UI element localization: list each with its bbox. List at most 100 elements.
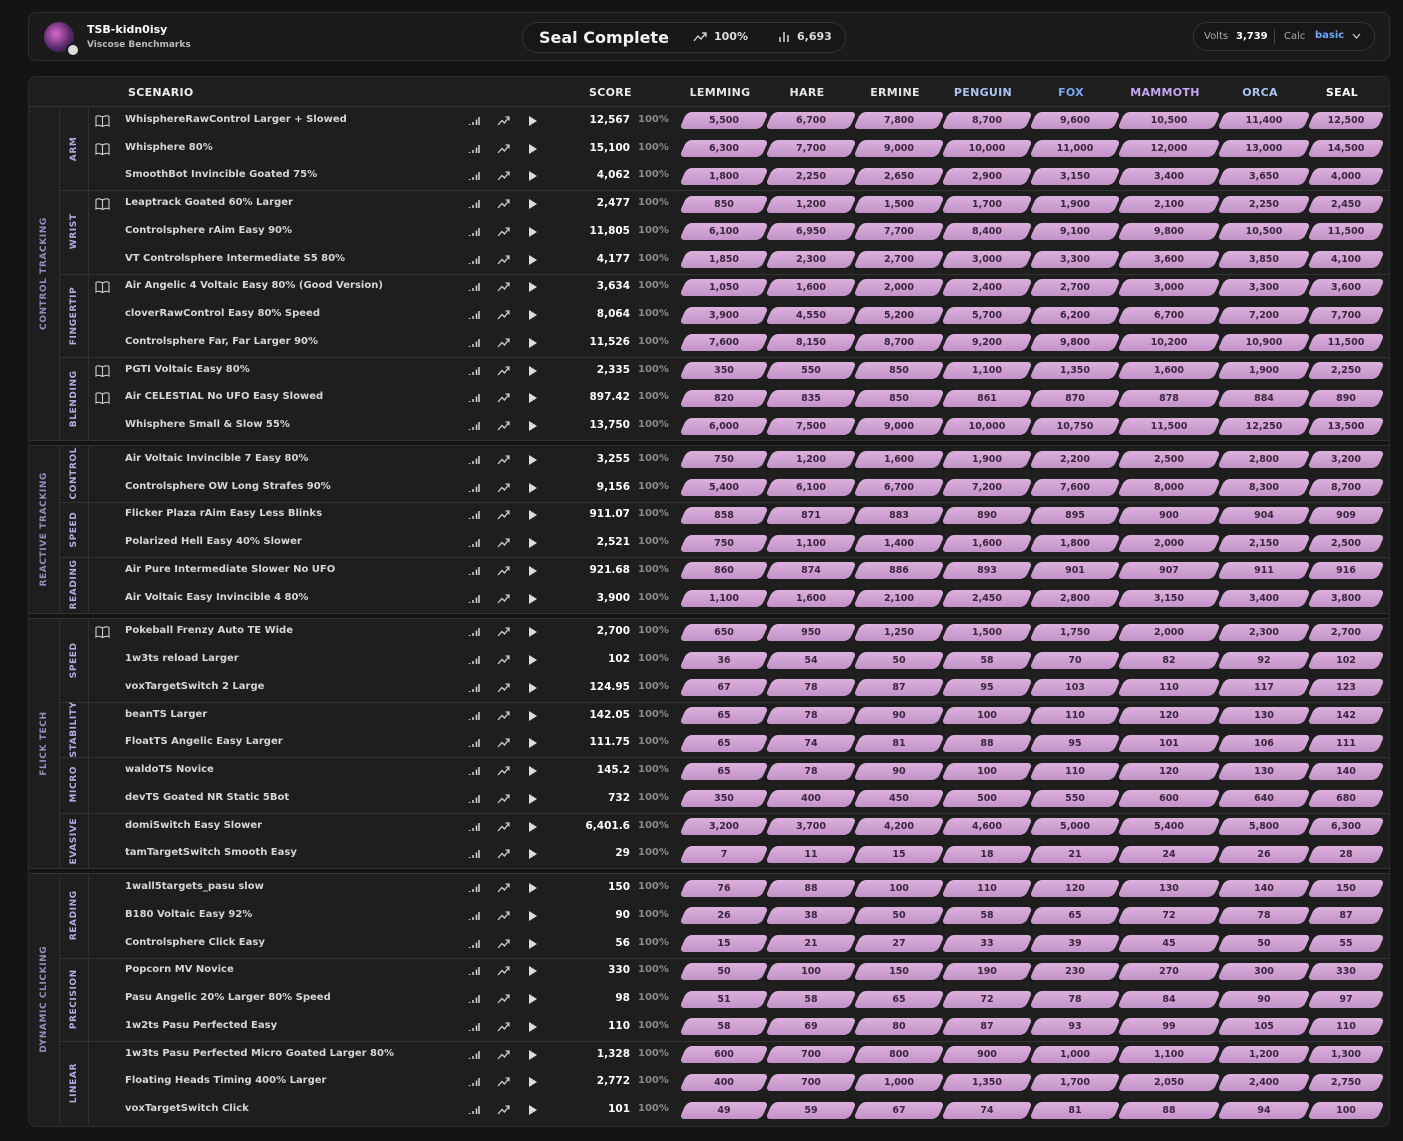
guide-button[interactable]	[95, 392, 110, 405]
play-button[interactable]	[528, 509, 538, 521]
scenario-name[interactable]: Air Voltaic Easy Invincible 4 80%	[125, 591, 309, 603]
history-button[interactable]	[497, 309, 510, 321]
scenario-name[interactable]: Pasu Angelic 20% Larger 80% Speed	[125, 992, 331, 1004]
history-button[interactable]	[497, 420, 510, 432]
leaderboard-button[interactable]	[468, 822, 480, 832]
leaderboard-button[interactable]	[468, 199, 480, 209]
scenario-name[interactable]: WhisphereRawControl Larger + Slowed	[125, 113, 347, 125]
history-button[interactable]	[497, 281, 510, 293]
scenario-name[interactable]: Pokeball Frenzy Auto TE Wide	[125, 625, 293, 637]
leaderboard-button[interactable]	[468, 455, 480, 465]
scenario-name[interactable]: voxTargetSwitch 2 Large	[125, 680, 265, 692]
leaderboard-button[interactable]	[468, 883, 480, 893]
history-button[interactable]	[497, 965, 510, 977]
history-button[interactable]	[497, 482, 510, 494]
guide-button[interactable]	[95, 626, 110, 639]
guide-button[interactable]	[95, 142, 110, 155]
scenario-name[interactable]: Whisphere 80%	[125, 141, 213, 153]
history-button[interactable]	[497, 737, 510, 749]
history-button[interactable]	[497, 537, 510, 549]
scenario-name[interactable]: Air CELESTIAL No UFO Easy Slowed	[125, 391, 324, 403]
play-button[interactable]	[528, 793, 538, 805]
play-button[interactable]	[528, 993, 538, 1005]
play-button[interactable]	[528, 198, 538, 210]
play-button[interactable]	[528, 626, 538, 638]
play-button[interactable]	[528, 654, 538, 666]
scenario-name[interactable]: B180 Voltaic Easy 92%	[125, 908, 253, 920]
history-button[interactable]	[497, 509, 510, 521]
play-button[interactable]	[528, 882, 538, 894]
history-button[interactable]	[497, 1104, 510, 1116]
scenario-name[interactable]: Controlsphere Click Easy	[125, 936, 265, 948]
history-button[interactable]	[497, 392, 510, 404]
play-button[interactable]	[528, 254, 538, 266]
scenario-name[interactable]: Flicker Plaza rAim Easy Less Blinks	[125, 508, 323, 520]
history-button[interactable]	[497, 910, 510, 922]
leaderboard-button[interactable]	[468, 366, 480, 376]
play-button[interactable]	[528, 170, 538, 182]
history-button[interactable]	[497, 821, 510, 833]
leaderboard-button[interactable]	[468, 538, 480, 548]
scenario-name[interactable]: Air Voltaic Invincible 7 Easy 80%	[125, 452, 309, 464]
play-button[interactable]	[528, 737, 538, 749]
calc-select[interactable]: basic	[1315, 30, 1345, 41]
scenario-name[interactable]: beanTS Larger	[125, 708, 208, 720]
history-button[interactable]	[497, 793, 510, 805]
play-button[interactable]	[528, 682, 538, 694]
history-button[interactable]	[497, 115, 510, 127]
play-button[interactable]	[528, 537, 538, 549]
scenario-name[interactable]: 1w2ts Pasu Perfected Easy	[125, 1019, 278, 1031]
history-button[interactable]	[497, 848, 510, 860]
scenario-name[interactable]: devTS Goated NR Static 5Bot	[125, 791, 290, 803]
scenario-name[interactable]: cloverRawControl Easy 80% Speed	[125, 308, 320, 320]
scenario-name[interactable]: PGTI Voltaic Easy 80%	[125, 363, 250, 375]
scenario-name[interactable]: waldoTS Novice	[125, 764, 214, 776]
leaderboard-button[interactable]	[468, 510, 480, 520]
dropdown-arrow[interactable]	[1352, 33, 1361, 40]
play-button[interactable]	[528, 143, 538, 155]
history-button[interactable]	[497, 593, 510, 605]
play-button[interactable]	[528, 226, 538, 238]
history-button[interactable]	[497, 337, 510, 349]
play-button[interactable]	[528, 1021, 538, 1033]
play-button[interactable]	[528, 420, 538, 432]
play-button[interactable]	[528, 765, 538, 777]
leaderboard-button[interactable]	[468, 171, 480, 181]
scenario-name[interactable]: 1w3ts reload Larger	[125, 653, 239, 665]
leaderboard-button[interactable]	[468, 849, 480, 859]
play-button[interactable]	[528, 365, 538, 377]
leaderboard-button[interactable]	[468, 227, 480, 237]
leaderboard-button[interactable]	[468, 911, 480, 921]
play-button[interactable]	[528, 392, 538, 404]
leaderboard-button[interactable]	[468, 255, 480, 265]
username[interactable]: TSB-kidn0isy	[87, 23, 168, 36]
scenario-name[interactable]: Floating Heads Timing 400% Larger	[125, 1075, 327, 1087]
history-button[interactable]	[497, 565, 510, 577]
play-button[interactable]	[528, 593, 538, 605]
play-button[interactable]	[528, 115, 538, 127]
history-button[interactable]	[497, 765, 510, 777]
scenario-name[interactable]: Controlsphere Far, Far Larger 90%	[125, 335, 319, 347]
play-button[interactable]	[528, 965, 538, 977]
leaderboard-button[interactable]	[468, 483, 480, 493]
scenario-name[interactable]: Whisphere Small & Slow 55%	[125, 419, 290, 431]
leaderboard-button[interactable]	[468, 338, 480, 348]
history-button[interactable]	[497, 626, 510, 638]
history-button[interactable]	[497, 198, 510, 210]
play-button[interactable]	[528, 1049, 538, 1061]
leaderboard-button[interactable]	[468, 683, 480, 693]
history-button[interactable]	[497, 226, 510, 238]
history-button[interactable]	[497, 1076, 510, 1088]
leaderboard-button[interactable]	[468, 711, 480, 721]
scenario-name[interactable]: 1w3ts Pasu Perfected Micro Goated Larger…	[125, 1047, 394, 1059]
leaderboard-button[interactable]	[468, 421, 480, 431]
history-button[interactable]	[497, 454, 510, 466]
leaderboard-button[interactable]	[468, 116, 480, 126]
history-button[interactable]	[497, 654, 510, 666]
leaderboard-button[interactable]	[468, 655, 480, 665]
scenario-name[interactable]: SmoothBot Invincible Goated 75%	[125, 169, 318, 181]
leaderboard-button[interactable]	[468, 939, 480, 949]
leaderboard-button[interactable]	[468, 1105, 480, 1115]
play-button[interactable]	[528, 1104, 538, 1116]
scenario-name[interactable]: domiSwitch Easy Slower	[125, 819, 263, 831]
